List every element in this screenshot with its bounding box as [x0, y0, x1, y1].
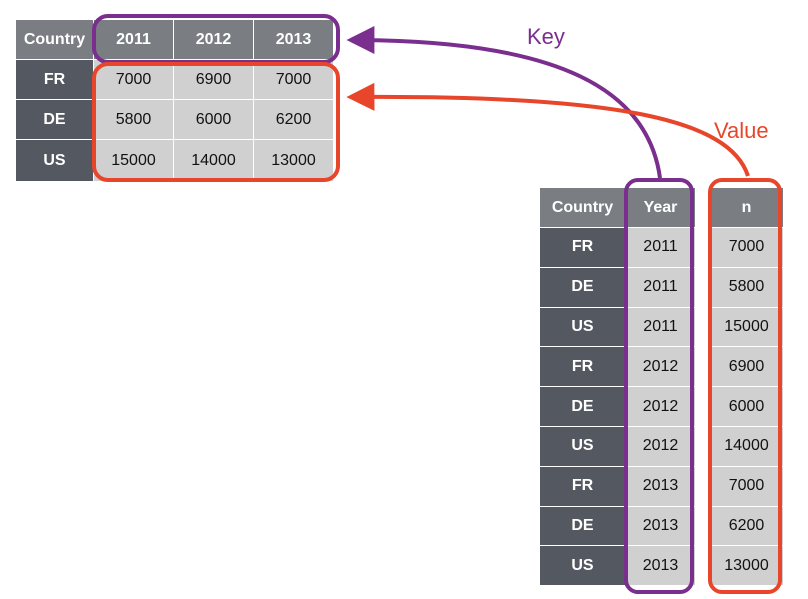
- wide-cell: 7000: [94, 60, 174, 100]
- key-arrow: [346, 26, 662, 179]
- long-cell-year: 2012: [626, 347, 696, 388]
- long-row-country: US: [540, 546, 626, 587]
- wide-header-country: Country: [16, 20, 94, 60]
- long-cell-n: 13000: [710, 546, 784, 587]
- column-gap: [696, 546, 710, 587]
- long-row-country: DE: [540, 267, 626, 308]
- long-row-country: US: [540, 426, 626, 467]
- long-header-n: n: [710, 188, 784, 228]
- long-row-country: FR: [540, 466, 626, 507]
- wide-header-2011: 2011: [94, 20, 174, 60]
- wide-cell: 5800: [94, 100, 174, 140]
- long-cell-year: 2011: [626, 267, 696, 308]
- column-gap: [696, 267, 710, 308]
- long-cell-n: 5800: [710, 267, 784, 308]
- column-gap: [696, 466, 710, 507]
- wide-header-2013: 2013: [254, 20, 334, 60]
- long-row-country: DE: [540, 506, 626, 547]
- wide-header-2012: 2012: [174, 20, 254, 60]
- value-label: Value: [714, 118, 769, 143]
- long-table: Country Year n FR 2011 7000 DE 2011 5800…: [540, 188, 784, 587]
- long-cell-year: 2013: [626, 506, 696, 547]
- wide-cell: 6900: [174, 60, 254, 100]
- wide-row-country: FR: [16, 60, 94, 100]
- long-row-country: DE: [540, 387, 626, 427]
- column-gap: [696, 506, 710, 547]
- long-row-country: FR: [540, 347, 626, 388]
- column-gap: [696, 307, 710, 348]
- long-cell-n: 15000: [710, 307, 784, 348]
- wide-cell: 7000: [254, 60, 334, 100]
- column-gap: [696, 347, 710, 388]
- long-cell-year: 2013: [626, 466, 696, 507]
- wide-row-country: US: [16, 140, 94, 182]
- long-header-country: Country: [540, 188, 626, 228]
- long-cell-year: 2011: [626, 307, 696, 348]
- long-cell-n: 14000: [710, 426, 784, 467]
- wide-cell: 13000: [254, 140, 334, 182]
- long-cell-n: 6900: [710, 347, 784, 388]
- long-cell-year: 2012: [626, 426, 696, 467]
- long-cell-year: 2013: [626, 546, 696, 587]
- wide-table: Country 2011 2012 2013 FR 7000 6900 7000…: [16, 20, 334, 182]
- long-header-year: Year: [626, 188, 696, 228]
- long-row-country: FR: [540, 228, 626, 268]
- long-cell-n: 7000: [710, 466, 784, 507]
- long-cell-year: 2012: [626, 387, 696, 427]
- wide-row-country: DE: [16, 100, 94, 140]
- wide-cell: 14000: [174, 140, 254, 182]
- long-row-country: US: [540, 307, 626, 348]
- long-cell-n: 7000: [710, 228, 784, 268]
- column-gap: [696, 228, 710, 268]
- value-arrow: [346, 82, 750, 177]
- long-cell-year: 2011: [626, 228, 696, 268]
- column-gap: [696, 426, 710, 467]
- long-cell-n: 6000: [710, 387, 784, 427]
- column-gap: [696, 188, 710, 228]
- key-label: Key: [527, 24, 565, 49]
- wide-cell: 6000: [174, 100, 254, 140]
- wide-cell: 6200: [254, 100, 334, 140]
- long-cell-n: 6200: [710, 506, 784, 547]
- column-gap: [696, 387, 710, 427]
- wide-cell: 15000: [94, 140, 174, 182]
